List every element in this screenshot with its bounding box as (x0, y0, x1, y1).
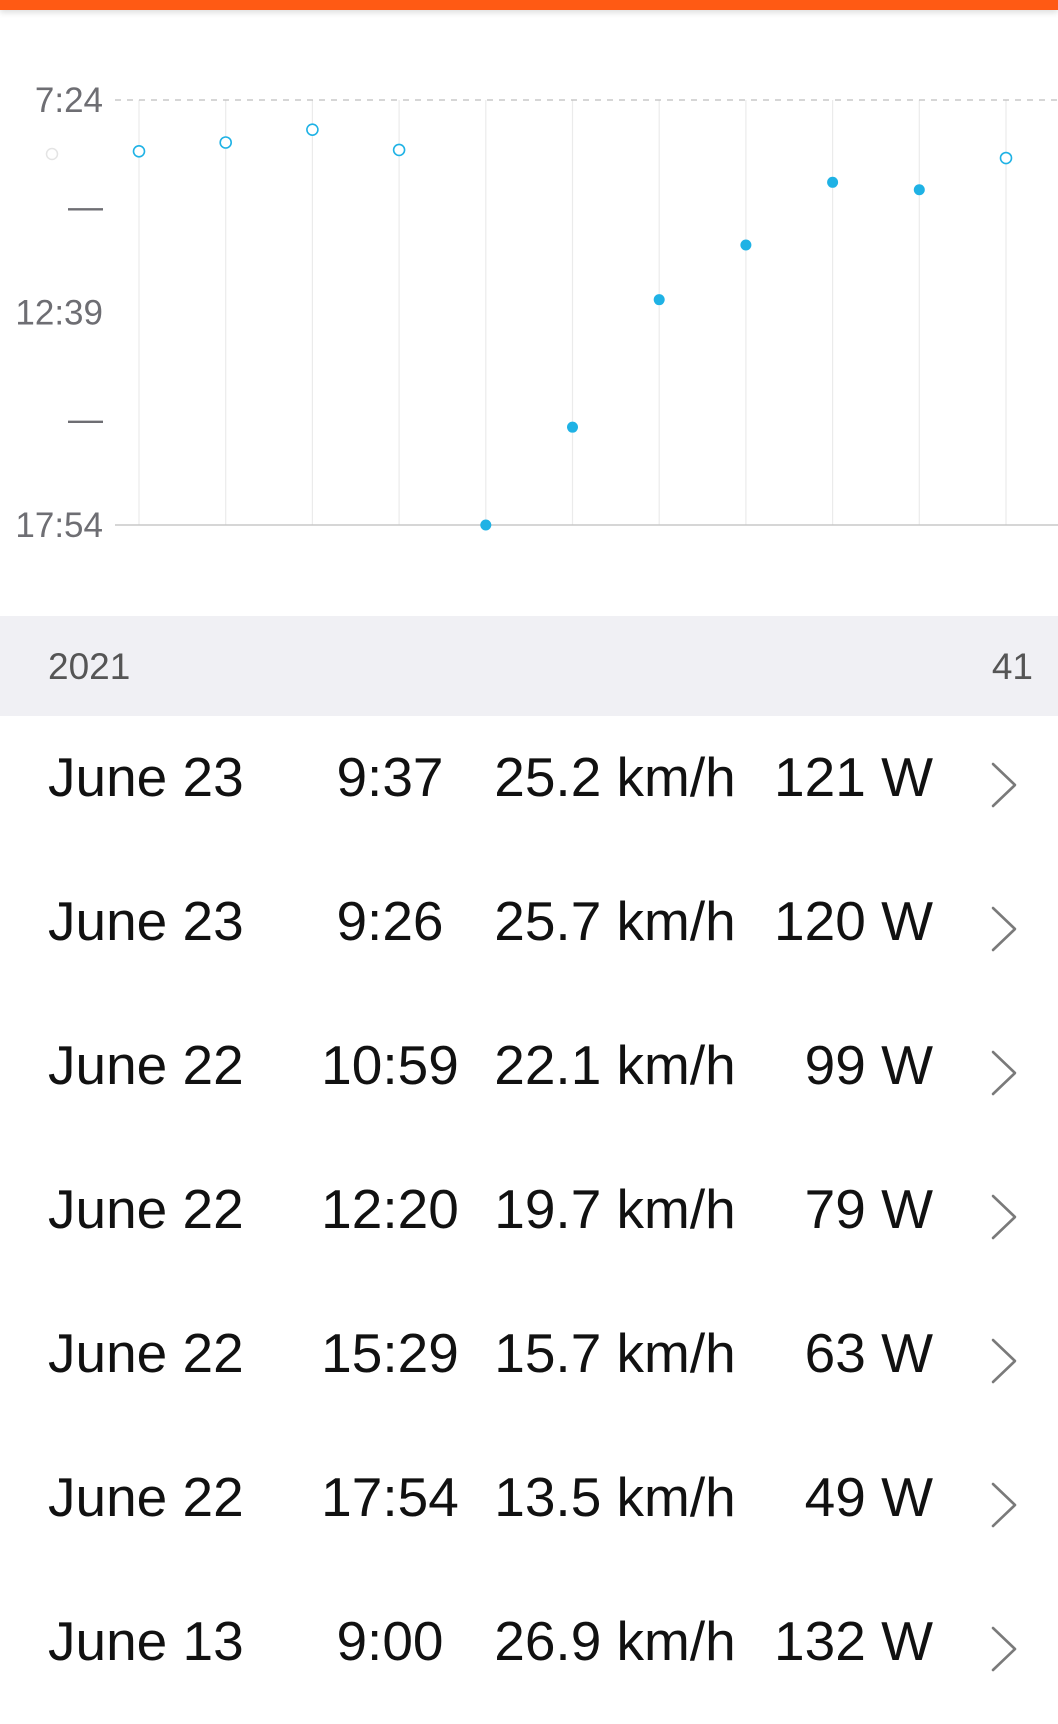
ride-time: 9:26 (336, 890, 444, 952)
ride-date: June 23 (48, 746, 244, 808)
ride-row[interactable]: June 13 9:00 26.9 km/h 132 W (0, 1580, 1058, 1724)
ride-power: 99 W (804, 1034, 933, 1096)
data-point (219, 136, 232, 149)
data-point (567, 421, 578, 433)
year-section-header: 2021 41 (0, 616, 1058, 716)
ride-speed: 19.7 km/h (494, 1178, 736, 1240)
chevron-right-icon[interactable] (987, 1336, 1021, 1386)
ride-row[interactable]: June 22 12:20 19.7 km/h 79 W (0, 1148, 1058, 1292)
ride-time: 10:59 (321, 1034, 459, 1096)
section-count: 41 (991, 646, 1033, 687)
chevron-right-icon[interactable] (987, 1192, 1021, 1242)
chevron-right-icon[interactable] (987, 1624, 1021, 1674)
ride-speed: 25.2 km/h (494, 746, 736, 808)
ride-date: June 13 (48, 1610, 244, 1672)
ride-row[interactable]: June 22 10:59 22.1 km/h 99 W (0, 1004, 1058, 1148)
chevron-right-icon[interactable] (987, 1480, 1021, 1530)
chevron-right-icon[interactable] (987, 904, 1021, 954)
data-point (913, 184, 925, 196)
ride-row[interactable]: June 23 9:37 25.2 km/h 121 W (0, 716, 1058, 860)
ride-date: June 23 (48, 890, 244, 952)
ride-time: 12:20 (321, 1178, 459, 1240)
data-point (653, 294, 665, 306)
ride-speed: 15.7 km/h (494, 1322, 736, 1384)
data-point (480, 519, 492, 531)
ride-speed: 13.5 km/h (494, 1466, 736, 1528)
y-minor-tick: — (68, 400, 103, 439)
ride-power: 121 W (774, 746, 933, 808)
ride-speed: 22.1 km/h (494, 1034, 736, 1096)
y-tick-label: 12:39 (15, 294, 103, 333)
ride-speed: 25.7 km/h (494, 890, 736, 952)
ride-power: 132 W (774, 1610, 933, 1672)
ride-date: June 22 (48, 1466, 244, 1528)
ride-list: June 23 9:37 25.2 km/h 121 W June 23 9:2… (0, 716, 1058, 1724)
ride-date: June 22 (48, 1034, 244, 1096)
data-point (740, 239, 752, 251)
section-year: 2021 (48, 646, 131, 687)
ride-time: 9:37 (336, 746, 444, 808)
y-minor-tick: — (68, 187, 103, 226)
chevron-right-icon[interactable] (987, 1048, 1021, 1098)
ride-row[interactable]: June 23 9:26 25.7 km/h 120 W (0, 860, 1058, 1004)
data-point (132, 144, 146, 158)
ride-power: 79 W (804, 1178, 933, 1240)
ride-row[interactable]: June 22 15:29 15.7 km/h 63 W (0, 1292, 1058, 1436)
accent-top-bar (0, 0, 1058, 10)
pace-chart: 7:24 12:39 17:54 — — (0, 10, 1058, 616)
pace-chart-svg: 7:24 12:39 17:54 — — (15, 81, 1058, 545)
ride-speed: 26.9 km/h (494, 1610, 736, 1672)
data-point (827, 176, 839, 188)
ride-date: June 22 (48, 1178, 244, 1240)
ride-date: June 22 (48, 1322, 244, 1384)
ride-time: 17:54 (321, 1466, 459, 1528)
data-point (306, 123, 319, 136)
ride-time: 15:29 (321, 1322, 459, 1384)
ride-row[interactable]: June 22 17:54 13.5 km/h 49 W (0, 1436, 1058, 1580)
chevron-right-icon[interactable] (987, 760, 1021, 810)
y-tick-label: 7:24 (35, 81, 103, 120)
ride-power: 63 W (804, 1322, 933, 1384)
ride-power: 120 W (774, 890, 933, 952)
data-point-faded (45, 147, 59, 161)
data-point (392, 143, 406, 157)
ride-power: 49 W (804, 1466, 933, 1528)
ride-time: 9:00 (336, 1610, 444, 1672)
y-tick-label: 17:54 (15, 506, 103, 545)
data-point (999, 151, 1013, 165)
